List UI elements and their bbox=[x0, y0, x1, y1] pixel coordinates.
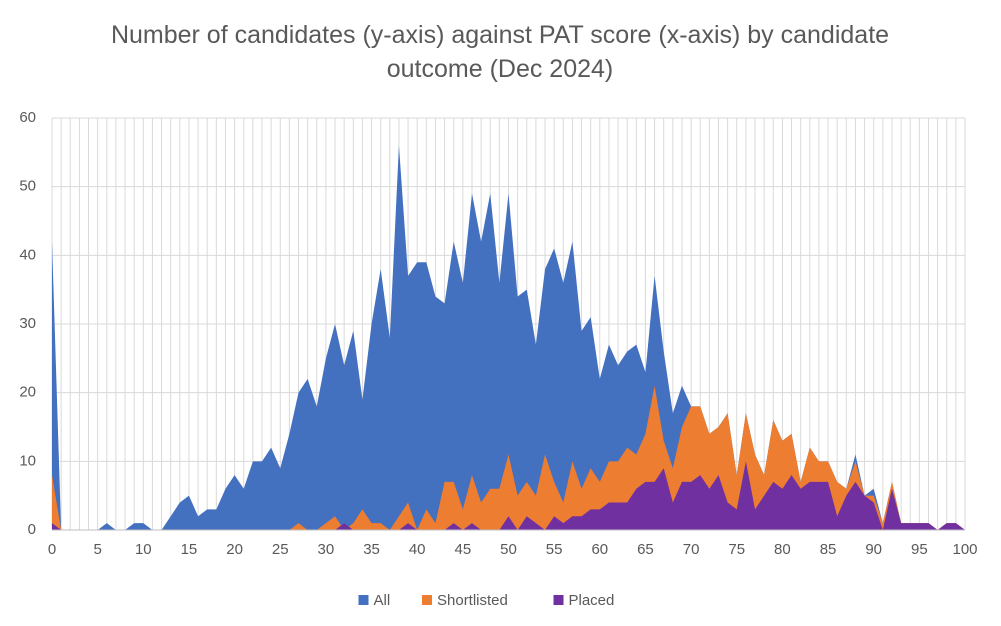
legend-swatch bbox=[358, 595, 369, 605]
x-tick-label: 45 bbox=[455, 541, 472, 558]
x-tick-label: 15 bbox=[181, 541, 198, 558]
x-tick-label: 35 bbox=[363, 541, 380, 558]
x-tick-label: 80 bbox=[774, 541, 791, 558]
x-tick-label: 50 bbox=[500, 541, 517, 558]
legend-label: Shortlisted bbox=[437, 592, 508, 609]
x-tick-label: 65 bbox=[637, 541, 654, 558]
y-tick-label: 20 bbox=[19, 384, 36, 401]
y-tick-label: 50 bbox=[19, 178, 36, 195]
chart-title: Number of candidates (y-axis) against PA… bbox=[110, 21, 890, 83]
x-tick-label: 5 bbox=[93, 541, 101, 558]
area bbox=[52, 145, 965, 530]
x-tick-label: 60 bbox=[591, 541, 608, 558]
y-tick-label: 0 bbox=[28, 521, 36, 538]
x-tick-label: 25 bbox=[272, 541, 289, 558]
x-tick-label: 10 bbox=[135, 541, 152, 558]
x-tick-label: 75 bbox=[728, 541, 745, 558]
y-tick-label: 30 bbox=[19, 315, 36, 332]
x-tick-label: 100 bbox=[952, 541, 977, 558]
x-tick-label: 40 bbox=[409, 541, 426, 558]
x-tick-label: 70 bbox=[683, 541, 700, 558]
x-tick-label: 20 bbox=[226, 541, 243, 558]
x-tick-label: 85 bbox=[820, 541, 837, 558]
x-tick-label: 30 bbox=[318, 541, 335, 558]
y-tick-label: 40 bbox=[19, 246, 36, 263]
legend-swatch bbox=[553, 595, 564, 605]
x-tick-label: 55 bbox=[546, 541, 563, 558]
legend-label: Placed bbox=[569, 592, 615, 609]
legend-swatch bbox=[422, 595, 432, 605]
area bbox=[52, 461, 965, 530]
x-tick-label: 95 bbox=[911, 541, 928, 558]
y-tick-label: 60 bbox=[19, 109, 36, 126]
x-tick-label: 0 bbox=[48, 541, 56, 558]
x-tick-label: 90 bbox=[865, 541, 882, 558]
legend-label: All bbox=[374, 592, 391, 609]
y-tick-label: 10 bbox=[19, 452, 36, 469]
area bbox=[52, 385, 965, 530]
